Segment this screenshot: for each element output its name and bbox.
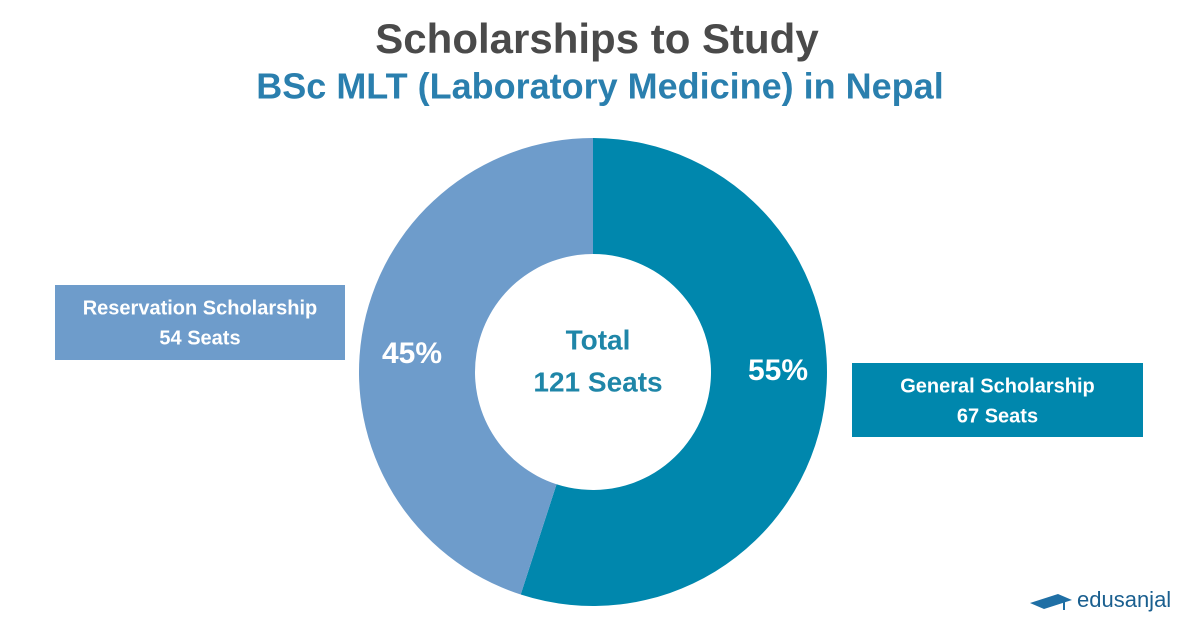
callout-box — [852, 363, 1143, 437]
legend-entry: Reservation Scholarship 54 Seats — [55, 285, 345, 360]
chart-subtitle: BSc MLT (Laboratory Medicine) in Nepal — [256, 66, 943, 107]
legend-label: General Scholarship — [900, 375, 1095, 397]
seat-label: 67 Seats — [957, 405, 1038, 427]
pie-slice — [520, 138, 827, 606]
data-label: 45% — [382, 337, 442, 370]
data-label: 55% — [748, 354, 808, 387]
chart-title: Scholarships to Study — [375, 15, 819, 62]
brand-name: edusanjal — [1077, 587, 1171, 612]
center-text: 121 Seats — [533, 366, 662, 397]
pie-slice — [358, 138, 593, 595]
center-text: Total — [566, 324, 631, 355]
callout-box — [55, 285, 345, 360]
logo-icon — [1030, 594, 1072, 609]
legend-entry: General Scholarship 67 Seats — [852, 363, 1143, 437]
legend-label: Reservation Scholarship — [83, 297, 318, 319]
brand-logo: edusanjal — [1030, 587, 1171, 612]
seat-label: 54 Seats — [159, 327, 240, 349]
